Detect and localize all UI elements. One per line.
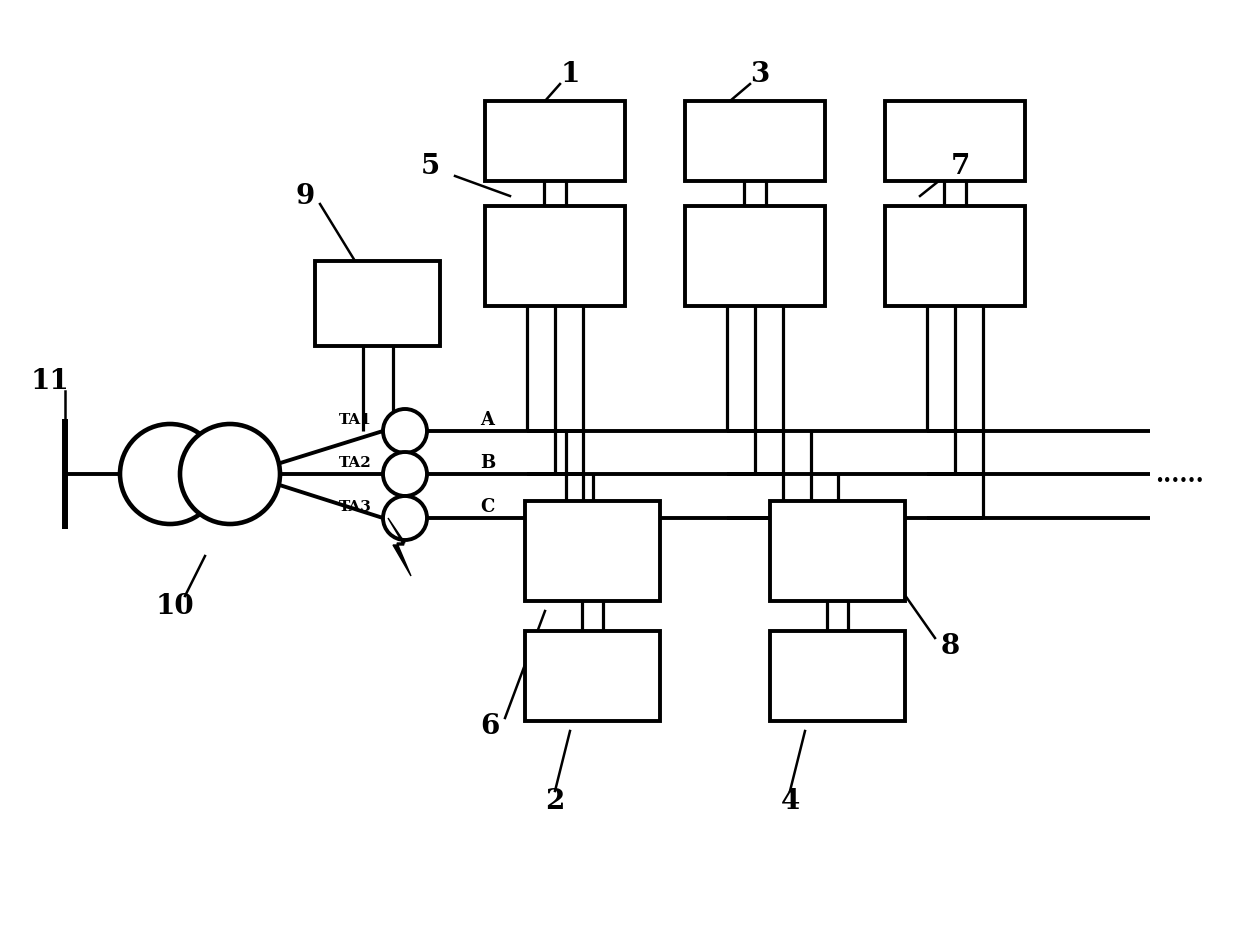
- Bar: [525, 502, 660, 601]
- Circle shape: [120, 425, 219, 524]
- Circle shape: [180, 425, 280, 524]
- Text: 3: 3: [750, 62, 770, 88]
- Text: 4: 4: [780, 788, 800, 814]
- Bar: [885, 207, 1025, 307]
- Text: 9: 9: [295, 183, 315, 211]
- Circle shape: [383, 496, 427, 540]
- Text: 5: 5: [420, 154, 440, 181]
- Text: A: A: [480, 411, 494, 429]
- Bar: [525, 631, 660, 722]
- Text: B: B: [480, 454, 495, 472]
- Circle shape: [383, 410, 427, 454]
- Bar: [885, 102, 1025, 182]
- Circle shape: [383, 452, 427, 496]
- Text: TA1: TA1: [339, 413, 372, 427]
- Text: 10: 10: [156, 592, 195, 620]
- Bar: [485, 102, 625, 182]
- Text: 2: 2: [546, 788, 564, 814]
- Text: C: C: [480, 497, 495, 516]
- Bar: [684, 102, 825, 182]
- Text: 7: 7: [950, 154, 970, 181]
- Bar: [315, 262, 440, 346]
- Text: 8: 8: [940, 633, 960, 660]
- Text: ......: ......: [1154, 462, 1204, 487]
- Bar: [485, 207, 625, 307]
- Text: 6: 6: [480, 712, 500, 739]
- Text: TA3: TA3: [339, 500, 372, 514]
- Text: TA2: TA2: [340, 456, 372, 470]
- Polygon shape: [388, 519, 410, 577]
- Bar: [770, 502, 905, 601]
- Bar: [770, 631, 905, 722]
- Bar: [684, 207, 825, 307]
- Text: 1: 1: [560, 62, 579, 88]
- Text: 11: 11: [31, 368, 69, 395]
